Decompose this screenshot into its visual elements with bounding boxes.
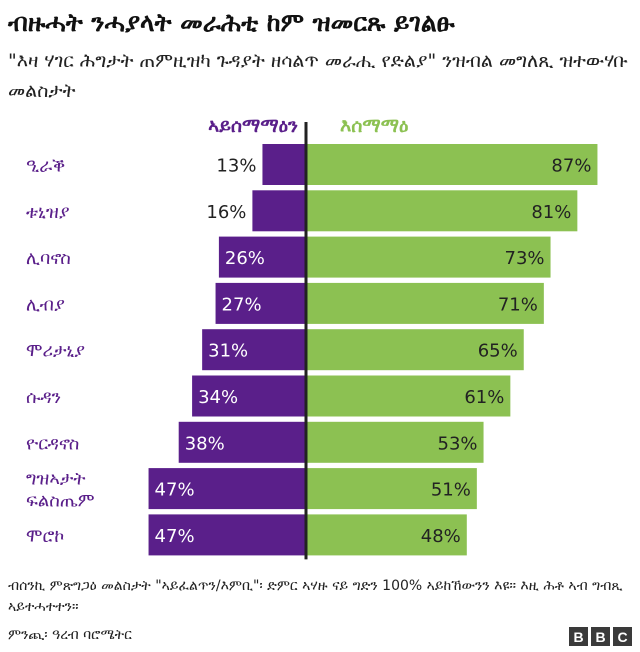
- category-label: ፍልስጤም: [26, 491, 95, 512]
- value-label-disagree: 16%: [206, 202, 246, 223]
- bbc-logo: B B C: [569, 627, 632, 646]
- bbc-logo-letter: B: [591, 627, 610, 646]
- bar-disagree: [252, 190, 306, 232]
- bar-agree: [306, 468, 477, 510]
- value-label-agree: 51%: [431, 480, 471, 501]
- bar-disagree: [215, 282, 306, 324]
- value-label-agree: 81%: [531, 202, 571, 223]
- category-label: ሞሪታኒያ: [26, 341, 85, 362]
- category-label: ሱዳን: [26, 387, 61, 408]
- bbc-logo-letter: B: [569, 627, 588, 646]
- value-label-disagree: 31%: [208, 341, 248, 362]
- bar-agree: [306, 282, 544, 324]
- value-label-disagree: 38%: [185, 433, 225, 454]
- bar-disagree: [148, 514, 306, 556]
- value-label-agree: 87%: [551, 156, 591, 177]
- category-label: ዮርዳኖስ: [26, 433, 79, 454]
- bar-agree: [306, 190, 578, 232]
- value-label-disagree: 26%: [225, 248, 265, 269]
- value-label-agree: 65%: [478, 341, 518, 362]
- category-label: ሞሮኮ: [26, 526, 64, 547]
- bar-agree: [306, 375, 511, 417]
- bar-disagree: [262, 144, 306, 185]
- bar-disagree: [192, 375, 306, 417]
- bar-disagree: [178, 421, 306, 463]
- bbc-logo-letter: C: [613, 627, 632, 646]
- diverging-bar-chart: ኣይሰማማዕን እሰማማዕ ዒራቕ 13% 87% ቱኒዝያ 16% 81% ሊባኖስ 26% 73…: [26, 115, 598, 560]
- bar-disagree: [218, 236, 306, 278]
- legend-disagree-label: ኣይሰማማዕን: [208, 115, 298, 137]
- chart-footnote: ብሰንኪ ምጽግጋዕ መልስታት "ኣይፈልጥን/እምቢ"፡ ድምር ኣሃዙ ና…: [8, 578, 623, 615]
- category-label: ሊብያ: [26, 294, 65, 315]
- bar-disagree: [202, 329, 306, 371]
- value-label-disagree: 27%: [222, 294, 262, 315]
- value-label-agree: 53%: [438, 433, 478, 454]
- bar-agree: [306, 514, 467, 556]
- chart-title: ብዙሓት ንሓያላት መራሕቲ ከም ዝመርጹ ይገልፁ: [8, 8, 455, 37]
- bar-disagree: [148, 468, 306, 510]
- value-label-agree: 73%: [505, 248, 545, 269]
- value-label-disagree: 13%: [216, 156, 256, 177]
- category-label: ግዝኣታት: [26, 469, 86, 490]
- chart-subtitle: "እዛ ሃገር ሕግታት ጠምዚዝካ ጉዳያት ዘሳልጥ መራሒ የድልያ" ን…: [8, 50, 628, 102]
- value-label-agree: 48%: [421, 526, 461, 547]
- value-label-agree: 61%: [464, 387, 504, 408]
- legend-agree-label: እሰማማዕ: [340, 115, 408, 137]
- bar-agree: [306, 421, 484, 463]
- category-label: ሊባኖስ: [26, 248, 71, 269]
- value-label-disagree: 34%: [198, 387, 238, 408]
- category-label: ዒራቕ: [26, 156, 65, 177]
- chart-source: ምንጪ፡ ዓረብ ባሮሜትር: [8, 627, 132, 643]
- value-label-disagree: 47%: [155, 526, 195, 547]
- bar-agree: [306, 144, 598, 185]
- value-label-disagree: 47%: [155, 480, 195, 501]
- bar-agree: [306, 329, 524, 371]
- bar-agree: [306, 236, 551, 278]
- category-label: ቱኒዝያ: [26, 202, 70, 223]
- value-label-agree: 71%: [498, 294, 538, 315]
